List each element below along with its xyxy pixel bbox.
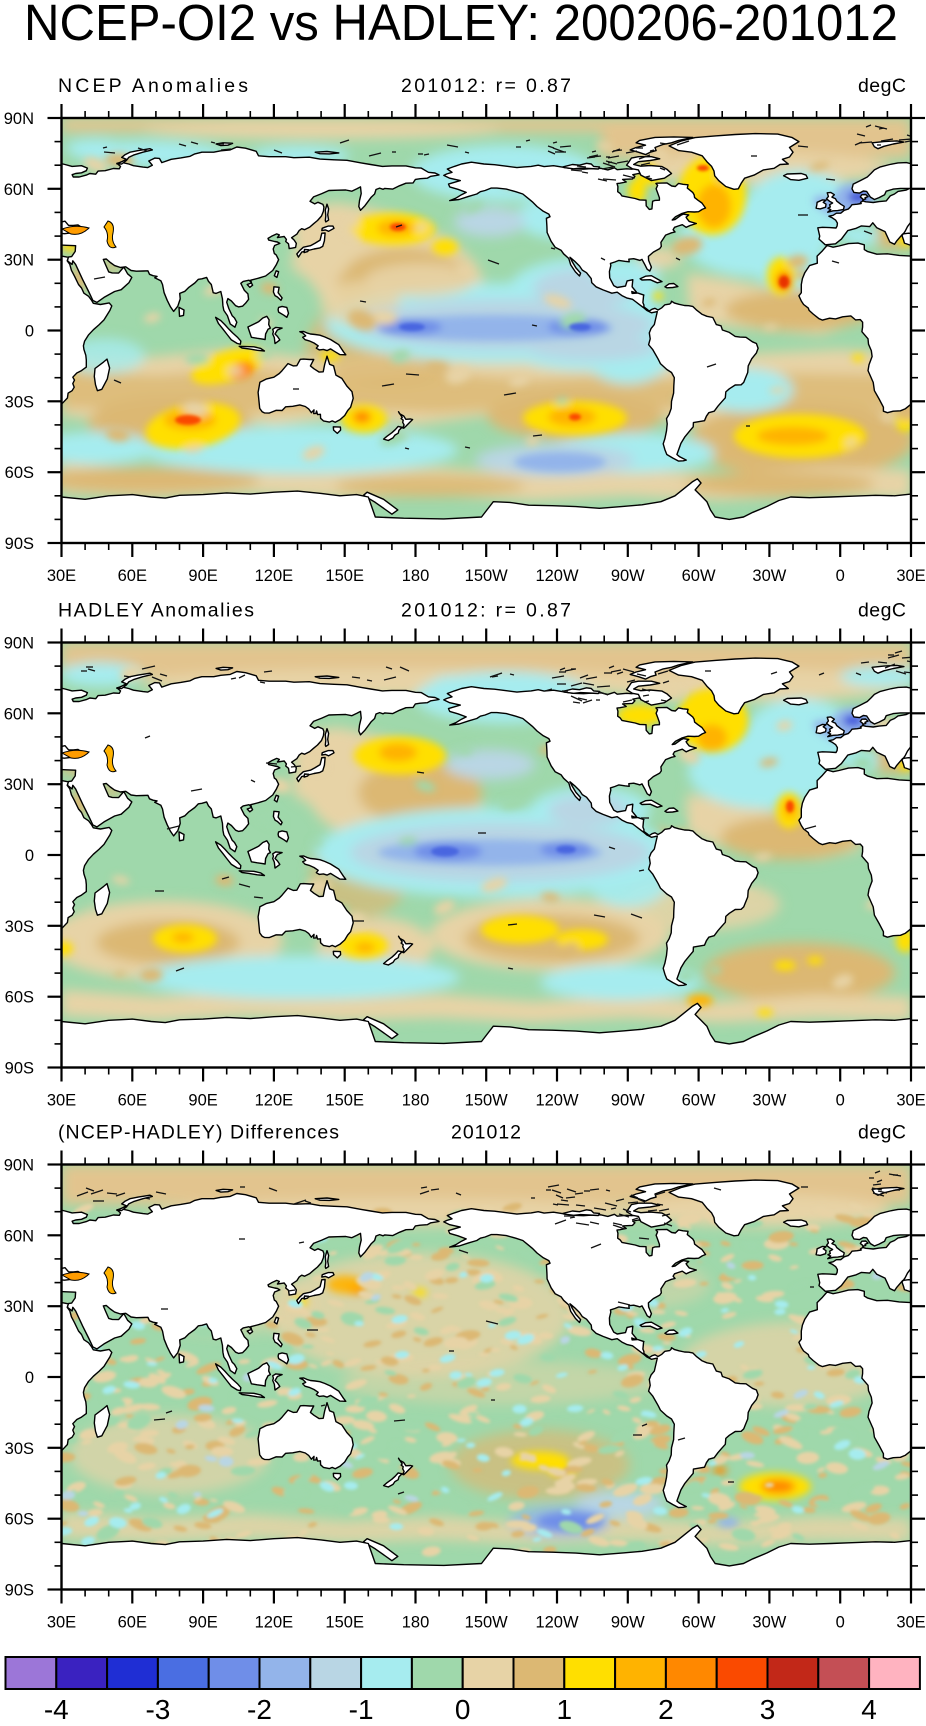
svg-text:90E: 90E [188,567,217,585]
svg-text:90W: 90W [611,567,645,585]
svg-text:90S: 90S [5,1582,34,1600]
svg-text:150E: 150E [325,1092,364,1110]
svg-text:120E: 120E [255,567,294,585]
svg-text:90W: 90W [611,1614,645,1632]
svg-text:60S: 60S [5,989,34,1007]
svg-text:120W: 120W [535,1092,579,1110]
svg-text:30N: 30N [4,1298,34,1316]
svg-text:degC: degC [858,600,906,622]
svg-text:30W: 30W [752,1614,786,1632]
svg-text:60S: 60S [5,464,34,482]
svg-text:60W: 60W [682,1092,716,1110]
svg-text:90S: 90S [5,535,34,553]
svg-text:60N: 60N [4,1227,34,1245]
svg-text:90N: 90N [4,1157,34,1175]
svg-text:90E: 90E [188,1092,217,1110]
svg-text:60E: 60E [118,567,147,585]
svg-text:90W: 90W [611,1092,645,1110]
svg-text:1: 1 [557,1694,573,1725]
svg-text:60S: 60S [5,1511,34,1529]
svg-text:60W: 60W [682,567,716,585]
svg-text:(NCEP-HADLEY) Differences: (NCEP-HADLEY) Differences [58,1122,339,1144]
svg-text:30S: 30S [5,393,34,411]
svg-text:degC: degC [858,75,906,97]
svg-text:60E: 60E [118,1092,147,1110]
svg-text:30E: 30E [896,1614,925,1632]
svg-text:0: 0 [455,1694,471,1725]
svg-text:0: 0 [25,1369,34,1387]
svg-text:90N: 90N [4,110,34,128]
svg-text:180: 180 [402,1614,430,1632]
svg-text:60N: 60N [4,705,34,723]
svg-text:-1: -1 [349,1694,374,1725]
svg-text:150W: 150W [465,1614,509,1632]
svg-text:150W: 150W [465,1092,509,1110]
svg-text:-3: -3 [145,1694,170,1725]
svg-text:150W: 150W [465,567,509,585]
svg-text:0: 0 [25,847,34,865]
svg-text:0: 0 [836,1092,845,1110]
svg-text:30S: 30S [5,1440,34,1458]
svg-text:30E: 30E [47,1614,76,1632]
svg-text:NCEP-OI2 vs HADLEY: 200206-201: NCEP-OI2 vs HADLEY: 200206-201012 [24,0,898,51]
svg-text:180: 180 [402,567,430,585]
svg-text:201012: 201012 [451,1122,521,1144]
svg-text:60E: 60E [118,1614,147,1632]
svg-text:30E: 30E [896,1092,925,1110]
svg-text:90S: 90S [5,1060,34,1078]
svg-text:30E: 30E [896,567,925,585]
svg-text:3: 3 [760,1694,776,1725]
svg-text:30S: 30S [5,918,34,936]
svg-text:0: 0 [836,567,845,585]
svg-text:150E: 150E [325,1614,364,1632]
svg-text:180: 180 [402,1092,430,1110]
svg-text:150E: 150E [325,567,364,585]
svg-text:0: 0 [836,1614,845,1632]
svg-text:90N: 90N [4,635,34,653]
svg-text:30N: 30N [4,252,34,270]
svg-text:120E: 120E [255,1092,294,1110]
svg-text:-4: -4 [44,1694,69,1725]
svg-text:4: 4 [861,1694,877,1725]
svg-text:60N: 60N [4,181,34,199]
svg-text:HADLEY Anomalies: HADLEY Anomalies [58,600,254,622]
svg-text:120W: 120W [535,567,579,585]
svg-text:-2: -2 [247,1694,272,1725]
svg-text:0: 0 [25,323,34,341]
svg-text:NCEP Anomalies: NCEP Anomalies [58,75,248,97]
svg-text:120W: 120W [535,1614,579,1632]
svg-text:30E: 30E [47,567,76,585]
svg-text:120E: 120E [255,1614,294,1632]
svg-text:30N: 30N [4,776,34,794]
svg-text:2: 2 [658,1694,674,1725]
svg-text:30W: 30W [752,567,786,585]
svg-text:degC: degC [858,1122,906,1144]
svg-text:30W: 30W [752,1092,786,1110]
svg-text:90E: 90E [188,1614,217,1632]
svg-text:30E: 30E [47,1092,76,1110]
svg-text:60W: 60W [682,1614,716,1632]
